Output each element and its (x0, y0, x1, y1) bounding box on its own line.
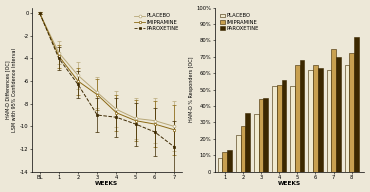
Legend: PLACEBO, IMIPRAMINE, PAROXETINE: PLACEBO, IMIPRAMINE, PAROXETINE (134, 13, 179, 31)
Bar (263, 98, 268, 172)
Bar (254, 114, 259, 172)
Bar (277, 85, 282, 172)
Bar (222, 152, 227, 172)
Bar (240, 126, 245, 172)
Bar (245, 113, 250, 172)
Bar (218, 158, 222, 172)
Bar (259, 99, 263, 172)
Bar (227, 150, 232, 172)
Bar (354, 37, 359, 172)
Bar (318, 68, 323, 172)
Bar (331, 49, 336, 172)
Bar (300, 60, 305, 172)
Legend: PLACEBO, IMIPRAMINE, PAROXETINE: PLACEBO, IMIPRAMINE, PAROXETINE (221, 13, 259, 31)
Bar (309, 70, 313, 172)
Y-axis label: HAM-D Differences [OC]
LSM with 95% Confidence Interval: HAM-D Differences [OC] LSM with 95% Conf… (6, 48, 17, 132)
Bar (290, 86, 295, 172)
Y-axis label: HAM-D % Responders [OC]: HAM-D % Responders [OC] (189, 57, 194, 122)
Bar (336, 57, 341, 172)
Bar (313, 65, 318, 172)
Bar (345, 65, 349, 172)
Bar (295, 65, 300, 172)
Bar (236, 136, 240, 172)
Bar (272, 86, 277, 172)
X-axis label: WEEKS: WEEKS (95, 181, 118, 186)
X-axis label: WEEKS: WEEKS (278, 181, 301, 186)
Bar (282, 80, 286, 172)
Bar (349, 54, 354, 172)
Bar (327, 70, 331, 172)
